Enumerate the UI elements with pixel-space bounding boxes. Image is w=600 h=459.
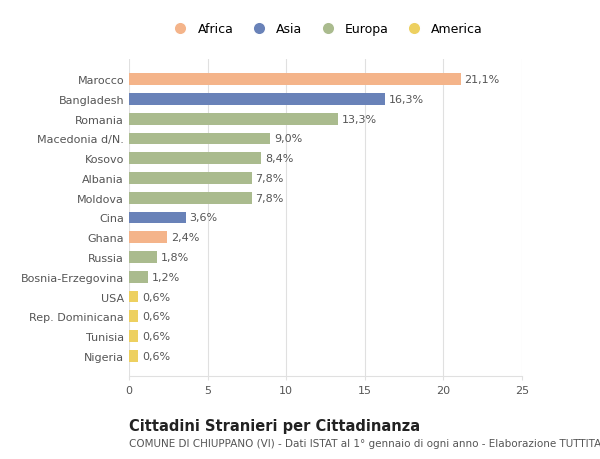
Bar [129,232,167,244]
Text: 0,6%: 0,6% [142,292,170,302]
Text: 2,4%: 2,4% [170,233,199,243]
Bar [129,192,251,204]
Text: Cittadini Stranieri per Cittadinanza: Cittadini Stranieri per Cittadinanza [129,418,420,433]
Text: COMUNE DI CHIUPPANO (VI) - Dati ISTAT al 1° gennaio di ogni anno - Elaborazione : COMUNE DI CHIUPPANO (VI) - Dati ISTAT al… [129,438,600,448]
Bar [129,311,139,323]
Legend: Africa, Asia, Europa, America: Africa, Asia, Europa, America [163,18,488,41]
Text: 0,6%: 0,6% [142,351,170,361]
Bar [129,212,185,224]
Bar [129,133,271,145]
Bar [129,153,261,165]
Text: 16,3%: 16,3% [389,95,424,105]
Text: 0,6%: 0,6% [142,331,170,341]
Bar [129,94,385,106]
Bar [129,330,139,342]
Bar [129,271,148,283]
Text: 21,1%: 21,1% [464,75,500,85]
Bar [129,173,251,185]
Bar [129,291,139,303]
Text: 1,8%: 1,8% [161,252,190,263]
Text: 0,6%: 0,6% [142,312,170,322]
Bar [129,113,338,125]
Text: 9,0%: 9,0% [274,134,302,144]
Bar [129,252,157,263]
Text: 8,4%: 8,4% [265,154,293,164]
Text: 1,2%: 1,2% [152,272,180,282]
Bar [129,350,139,362]
Text: 13,3%: 13,3% [342,114,377,124]
Text: 7,8%: 7,8% [256,193,284,203]
Text: 3,6%: 3,6% [190,213,218,223]
Text: 7,8%: 7,8% [256,174,284,184]
Bar [129,74,461,86]
